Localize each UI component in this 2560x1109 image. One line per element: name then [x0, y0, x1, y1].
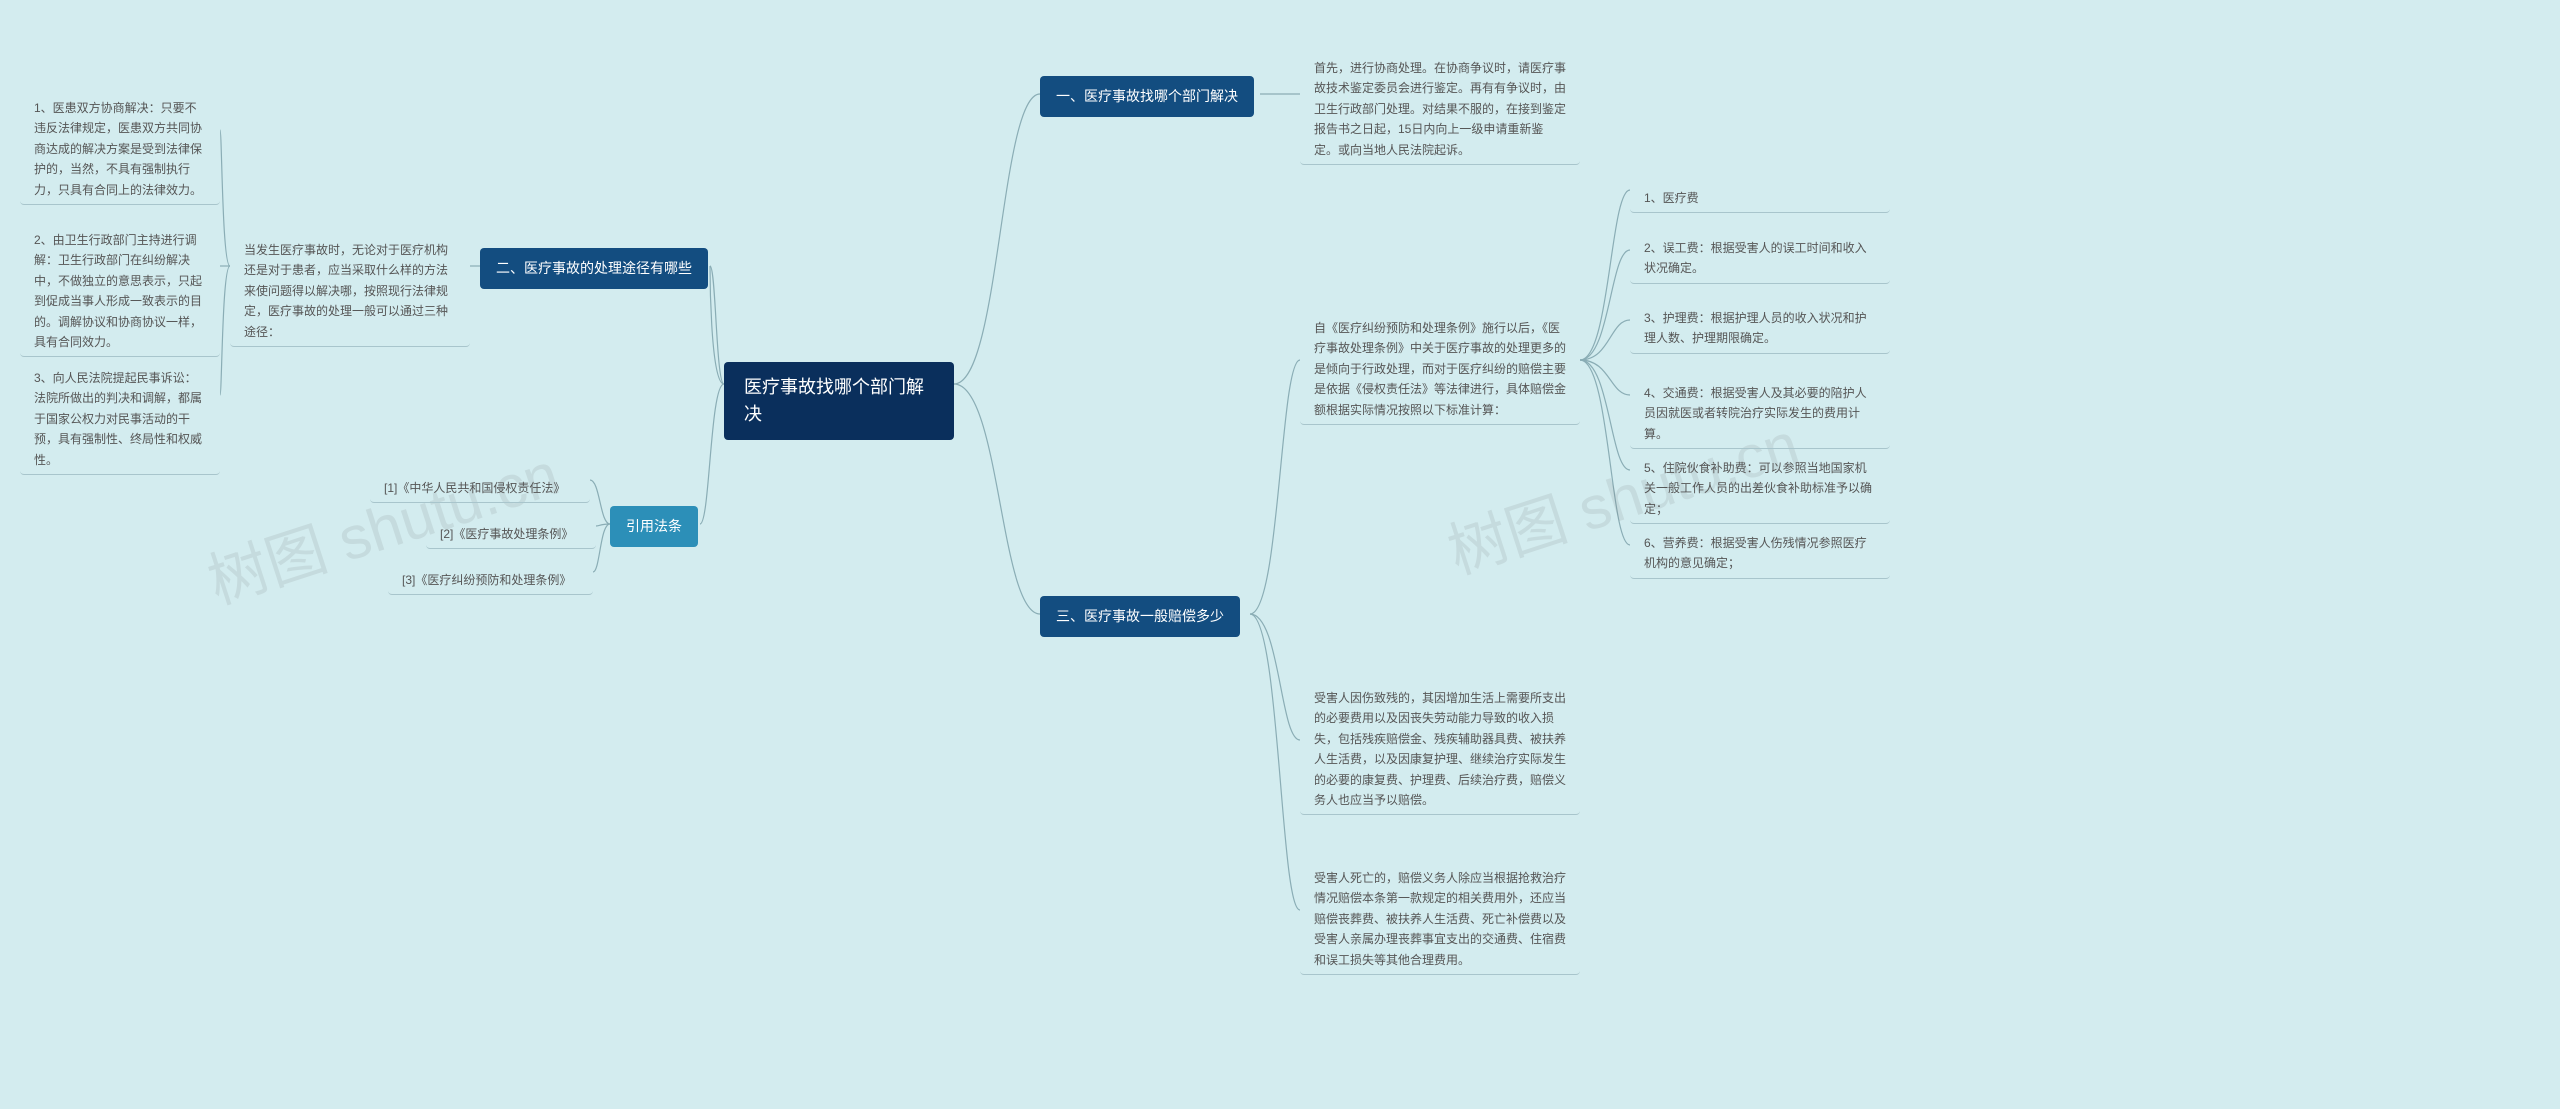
leaf-law-1: [1]《中华人民共和国侵权责任法》 — [370, 470, 590, 503]
leaf-n3-item-4: 4、交通费：根据受害人及其必要的陪护人员因就医或者转院治疗实际发生的费用计算。 — [1630, 375, 1890, 449]
root-node[interactable]: 医疗事故找哪个部门解决 — [724, 362, 954, 440]
leaf-n3-item-1: 1、医疗费 — [1630, 180, 1890, 213]
branch-node-1[interactable]: 一、医疗事故找哪个部门解决 — [1040, 76, 1254, 117]
leaf-n2-item-1: 1、医患双方协商解决：只要不违反法律规定，医患双方共同协商达成的解决方案是受到法… — [20, 90, 220, 205]
leaf-n3-item-5: 5、住院伙食补助费：可以参照当地国家机关一般工作人员的出差伙食补助标准予以确定； — [1630, 450, 1890, 524]
leaf-law-3: [3]《医疗纠纷预防和处理条例》 — [388, 562, 593, 595]
leaf-n3-intro: 自《医疗纠纷预防和处理条例》施行以后，《医疗事故处理条例》中关于医疗事故的处理更… — [1300, 310, 1580, 425]
leaf-n2-item-3: 3、向人民法院提起民事诉讼：法院所做出的判决和调解，都属于国家公权力对民事活动的… — [20, 360, 220, 475]
leaf-n3-item-3: 3、护理费：根据护理人员的收入状况和护理人数、护理期限确定。 — [1630, 300, 1890, 354]
leaf-n3-para3: 受害人死亡的，赔偿义务人除应当根据抢救治疗情况赔偿本条第一款规定的相关费用外，还… — [1300, 860, 1580, 975]
leaf-n3-item-6: 6、营养费：根据受害人伤残情况参照医疗机构的意见确定； — [1630, 525, 1890, 579]
leaf-law-2: [2]《医疗事故处理条例》 — [426, 516, 596, 549]
leaf-n3-item-2: 2、误工费：根据受害人的误工时间和收入状况确定。 — [1630, 230, 1890, 284]
leaf-n2-intro: 当发生医疗事故时，无论对于医疗机构还是对于患者，应当采取什么样的方法来使问题得以… — [230, 232, 470, 347]
leaf-n1: 首先，进行协商处理。在协商争议时，请医疗事故技术鉴定委员会进行鉴定。再有有争议时… — [1300, 50, 1580, 165]
branch-node-3[interactable]: 三、医疗事故一般赔偿多少 — [1040, 596, 1240, 637]
branch-node-law[interactable]: 引用法条 — [610, 506, 698, 547]
connector-layer — [0, 0, 2560, 1109]
leaf-n2-item-2: 2、由卫生行政部门主持进行调解：卫生行政部门在纠纷解决中，不做独立的意思表示，只… — [20, 222, 220, 357]
branch-node-2[interactable]: 二、医疗事故的处理途径有哪些 — [480, 248, 708, 289]
leaf-n3-para2: 受害人因伤致残的，其因增加生活上需要所支出的必要费用以及因丧失劳动能力导致的收入… — [1300, 680, 1580, 815]
